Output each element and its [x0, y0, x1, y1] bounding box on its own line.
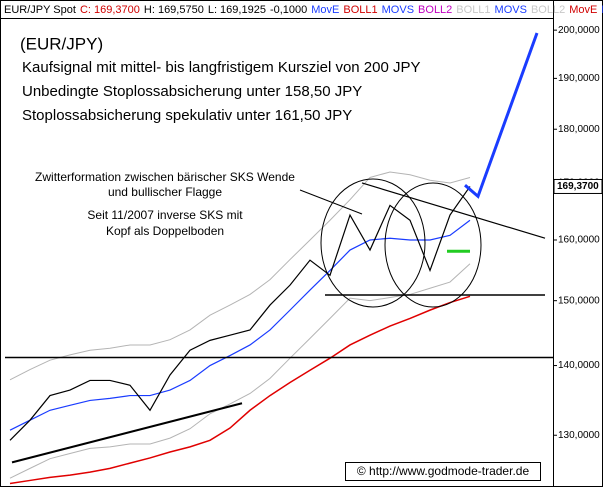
price-line — [9, 219, 471, 431]
y-tick-label: 130,0000 — [558, 430, 600, 441]
price-line — [9, 295, 471, 485]
pointer-line — [299, 189, 363, 215]
y-tick-label: 200,0000 — [558, 25, 600, 36]
note: und bullischer Flagge — [108, 185, 222, 199]
header-item: L: 169,1925 — [208, 4, 266, 16]
formation-circle — [320, 178, 426, 308]
y-tick-label: 150,0000 — [558, 295, 600, 306]
header-item: EUR/JPY Spot — [4, 4, 76, 16]
note: Zwitterformation zwischen bärischer SKS … — [35, 170, 295, 184]
header-item: MovE — [311, 4, 339, 16]
annotation: Kaufsignal mit mittel- bis langfristigem… — [22, 59, 421, 76]
last-price-box — [553, 178, 603, 194]
header-item: MovE — [601, 4, 603, 16]
chart-title: (EUR/JPY) — [20, 34, 103, 53]
annotation: Stoplossabsicherung spekulativ unter 161… — [22, 107, 352, 124]
y-tick-label: 180,0000 — [558, 124, 600, 135]
header-item: -0,1000 — [270, 4, 307, 16]
trend-line — [464, 32, 539, 199]
trend-line — [11, 402, 243, 464]
source: © http://www.godmode-trader.de — [357, 464, 530, 478]
header-item: BOLL2 — [418, 4, 452, 16]
plot-area — [5, 32, 553, 485]
note: Kopf als Doppelboden — [106, 224, 224, 238]
price-line — [9, 186, 471, 441]
source-box — [345, 462, 541, 481]
header-item: BOLL1 — [456, 4, 490, 16]
header-item: MOVS — [495, 4, 527, 16]
header-item: MovE — [569, 4, 597, 16]
header: EUR/JPY Spot C: 169,3700 H: 169,5750 L: 169… — [4, 4, 603, 16]
y-tick-label: 140,0000 — [558, 360, 600, 371]
header-item: C: 169,3700 — [80, 4, 140, 16]
header-item: BOLL1 — [343, 4, 377, 16]
y-tick-label: 160,0000 — [558, 235, 600, 246]
header-item: BOLL2 — [531, 4, 565, 16]
last-price-label: 169,3700 — [557, 181, 599, 192]
header-item: H: 169,5750 — [144, 4, 204, 16]
formation-circle — [384, 182, 482, 308]
price-line — [9, 171, 471, 381]
trend-line — [361, 182, 546, 239]
note: Seit 11/2007 inverse SKS mit — [87, 208, 243, 222]
annotation: Unbedingte Stoplossabsicherung unter 158… — [22, 83, 362, 100]
price-line — [9, 263, 471, 479]
y-tick-label: 190,0000 — [558, 73, 600, 84]
header-item: MOVS — [382, 4, 414, 16]
